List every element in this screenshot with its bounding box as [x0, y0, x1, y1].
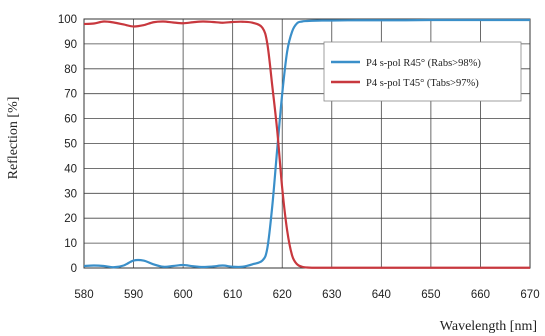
legend: P4 s-pol R45° (Rabs>98%) P4 s-pol T45° (…	[323, 41, 522, 102]
legend-box	[323, 41, 522, 102]
legend-label-r45: P4 s-pol R45° (Rabs>98%)	[366, 58, 481, 69]
x-axis-title: Wavelength [nm]	[440, 319, 537, 334]
y-tick-label: 90	[64, 39, 77, 51]
series-lines	[83, 18, 530, 269]
y-tick-label: 20	[64, 213, 77, 225]
legend-label-t45: P4 s-pol T45° (Tabs>97%)	[366, 78, 479, 89]
x-tick-label: 610	[223, 289, 242, 301]
x-tick-label: 650	[421, 289, 440, 301]
y-tick-label: 50	[64, 139, 77, 151]
x-tick-label: 620	[273, 289, 292, 301]
y-tick-label: 70	[64, 89, 77, 101]
x-tick-label: 630	[322, 289, 341, 301]
x-tick-label: 580	[74, 289, 93, 301]
x-tick-label: 600	[174, 289, 193, 301]
series-line-t45	[83, 20, 530, 269]
y-tick-label: 10	[64, 238, 77, 250]
x-tick-labels: 580 590 600 610 620 630 640 650 660 670	[74, 289, 539, 301]
y-tick-label: 0	[71, 263, 77, 275]
y-tick-labels: 0 10 20 30 40 50 60 70 80 90 100	[58, 14, 77, 275]
x-tick-label: 660	[471, 289, 490, 301]
y-axis-title: Reflection [%]	[6, 97, 21, 180]
x-tick-label: 670	[520, 289, 539, 301]
x-tick-label: 590	[124, 289, 143, 301]
y-tick-label: 100	[58, 14, 77, 26]
x-tick-label: 640	[372, 289, 391, 301]
y-tick-label: 80	[64, 64, 77, 76]
y-tick-label: 40	[64, 163, 77, 175]
series-line-r45	[83, 18, 530, 269]
y-tick-label: 30	[64, 188, 77, 200]
y-tick-label: 60	[64, 114, 77, 126]
